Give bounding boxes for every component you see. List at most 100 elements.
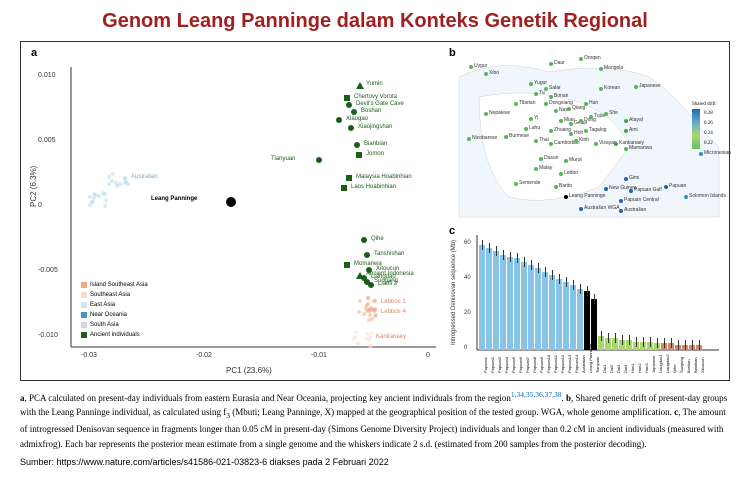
bar-label: Liangdao2 bbox=[665, 354, 670, 373]
xtick: -0.03 bbox=[81, 352, 97, 359]
bar-label: Papuan10 bbox=[546, 355, 551, 373]
map-label: Nicobarese bbox=[472, 135, 497, 141]
bg-point bbox=[111, 172, 115, 176]
map-point bbox=[579, 207, 583, 211]
map-label: Yugur bbox=[534, 80, 547, 86]
ancient-point bbox=[351, 109, 357, 115]
denisovan-bar bbox=[584, 291, 590, 351]
ancient-point bbox=[346, 175, 352, 181]
bar-label: Papuan7 bbox=[525, 357, 530, 373]
whisker bbox=[601, 331, 602, 341]
legend-item: Island Southeast Asia bbox=[81, 282, 148, 288]
bar-label: Australian bbox=[581, 355, 586, 373]
map-point bbox=[564, 159, 568, 163]
bg-point bbox=[101, 191, 105, 195]
map-point bbox=[534, 167, 538, 171]
bar-label: Dai3 bbox=[616, 365, 621, 373]
bg-point bbox=[124, 180, 128, 184]
ancient-label: Boshan bbox=[361, 108, 381, 114]
ancient-label: Ancient Indonesia bbox=[366, 271, 414, 277]
c-ytick: 40 bbox=[464, 275, 471, 281]
map-point bbox=[484, 72, 488, 76]
whisker bbox=[622, 335, 623, 345]
bar-label: Han1 bbox=[630, 363, 635, 373]
map-point bbox=[554, 109, 558, 113]
map-label: Australian bbox=[624, 207, 646, 213]
map-point bbox=[514, 102, 518, 106]
denisovan-bar bbox=[493, 251, 499, 350]
ancient-point bbox=[356, 272, 364, 279]
bar-label: Bianbian bbox=[693, 357, 698, 373]
map-label: Qiang bbox=[572, 105, 585, 111]
map-point bbox=[584, 102, 588, 106]
ancient-point bbox=[341, 185, 347, 191]
whisker bbox=[692, 340, 693, 350]
bar-label: Papuan6 bbox=[518, 357, 523, 373]
map-label: Papuan bbox=[669, 183, 686, 189]
bg-point bbox=[357, 310, 361, 314]
ancient-point bbox=[354, 142, 360, 148]
xtick: -0.02 bbox=[196, 352, 212, 359]
bar-label: Xitoucun bbox=[700, 357, 705, 373]
map-point bbox=[594, 142, 598, 146]
whisker bbox=[538, 263, 539, 273]
map-label: Solomon Islands bbox=[689, 193, 726, 199]
map-point bbox=[619, 209, 623, 213]
ancient-label: Bianbian bbox=[364, 141, 387, 147]
denisovan-bar bbox=[486, 248, 492, 350]
denisovan-bar bbox=[549, 275, 555, 350]
map-point bbox=[569, 132, 573, 136]
map-point bbox=[589, 115, 593, 119]
whisker bbox=[657, 338, 658, 348]
whisker bbox=[552, 270, 553, 280]
c-ytick: 20 bbox=[464, 310, 471, 316]
map-label: Australian WGA bbox=[584, 205, 620, 211]
map-point bbox=[514, 182, 518, 186]
ancient-point bbox=[336, 117, 342, 123]
bar-label: Boshan bbox=[686, 359, 691, 373]
map-point bbox=[599, 87, 603, 91]
bar-label: Papuan4 bbox=[504, 357, 509, 373]
map-label: Daur bbox=[554, 60, 565, 66]
map-point bbox=[539, 157, 543, 161]
ancient-point bbox=[344, 95, 350, 101]
whisker bbox=[615, 333, 616, 343]
ancient-label: Xiaojingshan bbox=[358, 124, 392, 130]
map-label: Barito bbox=[559, 183, 572, 189]
c-ytick: 0 bbox=[464, 345, 467, 351]
map-label: Gimi bbox=[629, 175, 639, 181]
map-point bbox=[559, 119, 563, 123]
map-label: Ami bbox=[629, 127, 638, 133]
map-label: Tu bbox=[539, 90, 545, 96]
ytick: 0.005 bbox=[38, 137, 56, 144]
map-point bbox=[569, 122, 573, 126]
map-point bbox=[624, 147, 628, 151]
bar-label: Suogang bbox=[679, 357, 684, 373]
map-label: Dusun bbox=[544, 155, 558, 161]
map-label: Mongola bbox=[604, 65, 623, 71]
cloud-label: Lebbos 4 bbox=[381, 309, 406, 315]
bar-label: Papuan14 bbox=[574, 355, 579, 373]
whisker bbox=[559, 274, 560, 284]
legend-item: South Asia bbox=[81, 322, 119, 328]
map-label: Korean bbox=[604, 85, 620, 91]
pc1-label: PC1 (23.6%) bbox=[226, 366, 272, 375]
whisker bbox=[643, 337, 644, 347]
ytick: 0 bbox=[38, 202, 42, 209]
map-point bbox=[614, 142, 618, 146]
bg-point bbox=[373, 307, 377, 311]
map-point bbox=[604, 187, 608, 191]
map-point bbox=[584, 129, 588, 133]
bar-label: Papuan2 bbox=[490, 357, 495, 373]
whisker bbox=[524, 257, 525, 267]
whisker bbox=[489, 243, 490, 253]
map-label: Tibetan bbox=[519, 100, 536, 106]
map-label: Han bbox=[589, 100, 598, 106]
whisker bbox=[594, 294, 595, 304]
map-point bbox=[467, 137, 471, 141]
bar-label: Han2 bbox=[637, 363, 642, 373]
bg-point bbox=[90, 200, 94, 204]
map-point bbox=[684, 195, 688, 199]
figure-container: a PC1 (23.6%) PC2 (6.3%) -0.03-0.02-0.01… bbox=[20, 41, 730, 381]
map-point bbox=[549, 62, 553, 66]
